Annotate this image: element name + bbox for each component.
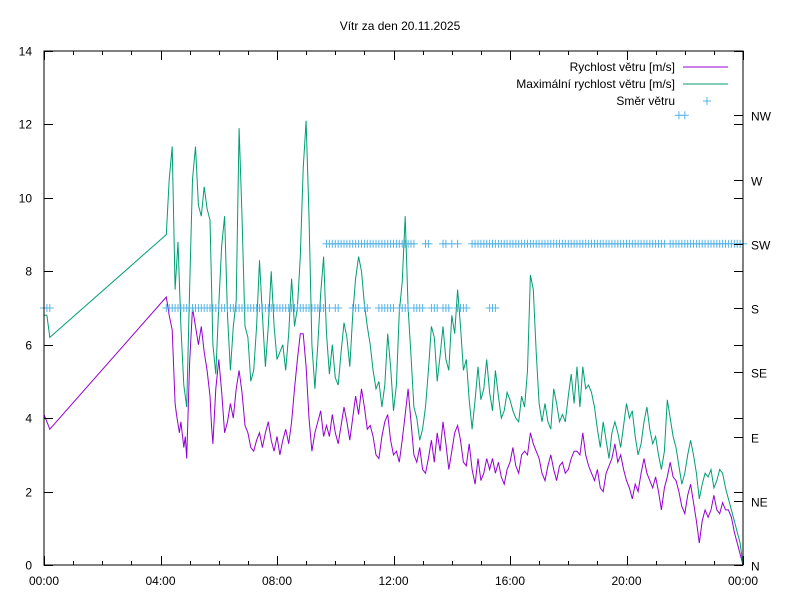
y-tick-label: 10 (19, 192, 33, 206)
direction-marker (334, 304, 343, 312)
x-tick-label: 20:00 (611, 574, 641, 588)
series-line (43, 295, 744, 566)
x-tick-label: 00:00 (29, 574, 59, 588)
direction-marker (424, 239, 433, 248)
series-2 (40, 111, 747, 312)
direction-marker (462, 304, 471, 312)
legend-label-max-speed: Maximální rychlost větru [m/s] (516, 77, 675, 91)
series-layer (40, 111, 747, 566)
legend: Rychlost větru [m/s] Maximální rychlost … (516, 60, 728, 108)
axes-layer: 0 2 4 6 8 10 12 14 N NE E SE S SW W NW 00:00 04:00 08:00 12… (19, 45, 772, 589)
y-tick-label: 6 (25, 339, 32, 353)
y-tick-label: 8 (25, 265, 32, 279)
direction-marker (491, 304, 500, 312)
x-tick-label: 16:00 (495, 574, 525, 588)
x-tick-label: 00:00 (728, 574, 758, 588)
y2-tick-label: W (751, 175, 763, 189)
series-1 (44, 120, 744, 566)
direction-marker (45, 304, 54, 312)
y-tick-label: 4 (25, 412, 32, 426)
direction-marker (680, 111, 689, 120)
direction-marker (409, 239, 418, 248)
direction-marker (444, 304, 453, 312)
y-tick-label: 2 (25, 486, 32, 500)
y-tick-label: 12 (19, 118, 33, 132)
legend-label-speed: Rychlost větru [m/s] (570, 60, 675, 74)
series-line (44, 120, 744, 566)
x-tick-label: 12:00 (378, 574, 408, 588)
y2-tick-label: NE (751, 496, 768, 510)
x-tick-label: 04:00 (145, 574, 175, 588)
x-tick-label: 08:00 (262, 574, 292, 588)
y2-tick-label: SE (751, 367, 767, 381)
y-tick-label: 0 (25, 559, 32, 573)
direction-marker (363, 304, 372, 312)
y2-tick-label: E (751, 432, 759, 446)
legend-label-direction: Směr větru (616, 94, 675, 108)
y2-tick-label: NW (751, 110, 772, 124)
chart-title: Vítr za den 20.11.2025 (340, 19, 461, 33)
y2-tick-label: N (751, 560, 760, 574)
y2-tick-label: SW (751, 239, 771, 253)
y-tick-label: 14 (19, 45, 33, 59)
series-0 (43, 295, 744, 566)
direction-marker (418, 304, 427, 312)
y2-tick-label: S (751, 303, 759, 317)
legend-marker-direction (703, 97, 711, 105)
direction-marker (453, 239, 462, 248)
